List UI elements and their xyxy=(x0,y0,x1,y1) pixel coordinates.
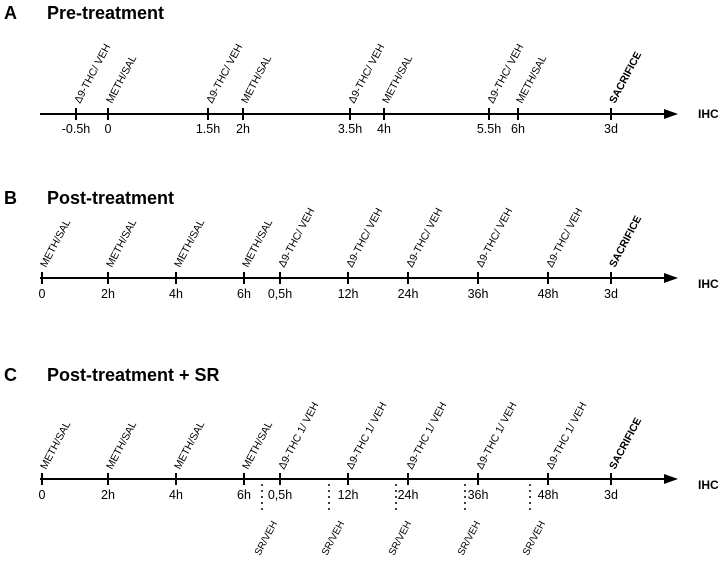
tick-label: 1.5h xyxy=(196,122,220,136)
tick-label: 48h xyxy=(538,488,559,502)
event-label: Δ9-THC/ VEH xyxy=(344,206,385,269)
tick-label: 6h xyxy=(237,488,251,502)
tick-label: 6h xyxy=(511,122,525,136)
event-label: METH/SAL xyxy=(514,53,549,105)
tick-label: 36h xyxy=(468,488,489,502)
event-label: Δ9-THC/ VEH xyxy=(276,206,317,269)
panel-title-c: Post-treatment + SR xyxy=(47,365,220,385)
sr-label: SR/VEH xyxy=(320,519,347,557)
panel-letter-b: B xyxy=(4,188,17,208)
event-label: METH/SAL xyxy=(104,53,139,105)
tick-label: 3.5h xyxy=(338,122,362,136)
event-label: Δ9-THC/ VEH xyxy=(544,206,585,269)
event-label: METH/SAL xyxy=(240,419,275,471)
tick-label: 12h xyxy=(338,488,359,502)
end-label-a: IHC xyxy=(698,107,719,121)
tick-label: 4h xyxy=(169,488,183,502)
panel-letter-c: C xyxy=(4,365,17,385)
event-label: Δ9-THC/ VEH xyxy=(204,42,245,105)
event-label: Δ9-THC 1/ VEH xyxy=(544,400,589,471)
tick-label: 2h xyxy=(101,488,115,502)
event-label: METH/SAL xyxy=(38,419,73,471)
panel-title-b: Post-treatment xyxy=(47,188,174,208)
tick-label: 4h xyxy=(169,287,183,301)
tick-label: 3d xyxy=(604,287,618,301)
event-label: METH/SAL xyxy=(240,217,275,269)
panel-b: B Post-treatment IHC 0 METH/SAL 2h METH/SAL… xyxy=(4,188,719,301)
sacrifice-label: SACRIFICE xyxy=(607,416,644,472)
tick-label: 4h xyxy=(377,122,391,136)
tick-label: 3d xyxy=(604,488,618,502)
event-label: METH/SAL xyxy=(104,419,139,471)
panel-letter-a: A xyxy=(4,3,17,23)
tick-label: 0 xyxy=(39,287,46,301)
end-label-b: IHC xyxy=(698,277,719,291)
event-label: Δ9-THC 1/ VEH xyxy=(404,400,449,471)
event-label: METH/SAL xyxy=(239,53,274,105)
event-label: METH/SAL xyxy=(172,419,207,471)
sacrifice-label: SACRIFICE xyxy=(607,214,644,270)
event-label: Δ9-THC 1/ VEH xyxy=(474,400,519,471)
event-label: Δ9-THC 1/ VEH xyxy=(276,400,321,471)
tick-label: 24h xyxy=(398,488,419,502)
tick-label: 0,5h xyxy=(268,488,292,502)
event-label: Δ9-THC/ VEH xyxy=(474,206,515,269)
sr-label: SR/VEH xyxy=(521,519,548,557)
tick-label: 6h xyxy=(237,287,251,301)
tick-label: 3d xyxy=(604,122,618,136)
sr-label: SR/VEH xyxy=(253,519,280,557)
event-label: METH/SAL xyxy=(380,53,415,105)
sr-label: SR/VEH xyxy=(387,519,414,557)
panel-a: A Pre-treatment IHC -0.5h Δ9-THC/ VEH 0 MET… xyxy=(4,3,719,136)
panel-title-a: Pre-treatment xyxy=(47,3,164,23)
tick-label: 5.5h xyxy=(477,122,501,136)
event-label: Δ9-THC/ VEH xyxy=(404,206,445,269)
tick-label: -0.5h xyxy=(62,122,91,136)
event-label: METH/SAL xyxy=(104,217,139,269)
tick-label: 0 xyxy=(39,488,46,502)
sacrifice-label: SACRIFICE xyxy=(607,50,644,106)
tick-label: 36h xyxy=(468,287,489,301)
event-label: Δ9-THC 1/ VEH xyxy=(344,400,389,471)
event-label: METH/SAL xyxy=(172,217,207,269)
end-label-c: IHC xyxy=(698,478,719,492)
event-label: METH/SAL xyxy=(38,217,73,269)
panel-c: C Post-treatment + SR IHC 0 METH/SAL 2h MET… xyxy=(4,365,719,557)
tick-label: 0 xyxy=(105,122,112,136)
tick-label: 2h xyxy=(101,287,115,301)
tick-label: 48h xyxy=(538,287,559,301)
sr-label: SR/VEH xyxy=(456,519,483,557)
tick-label: 2h xyxy=(236,122,250,136)
tick-label: 24h xyxy=(398,287,419,301)
tick-label: 0,5h xyxy=(268,287,292,301)
tick-label: 12h xyxy=(338,287,359,301)
